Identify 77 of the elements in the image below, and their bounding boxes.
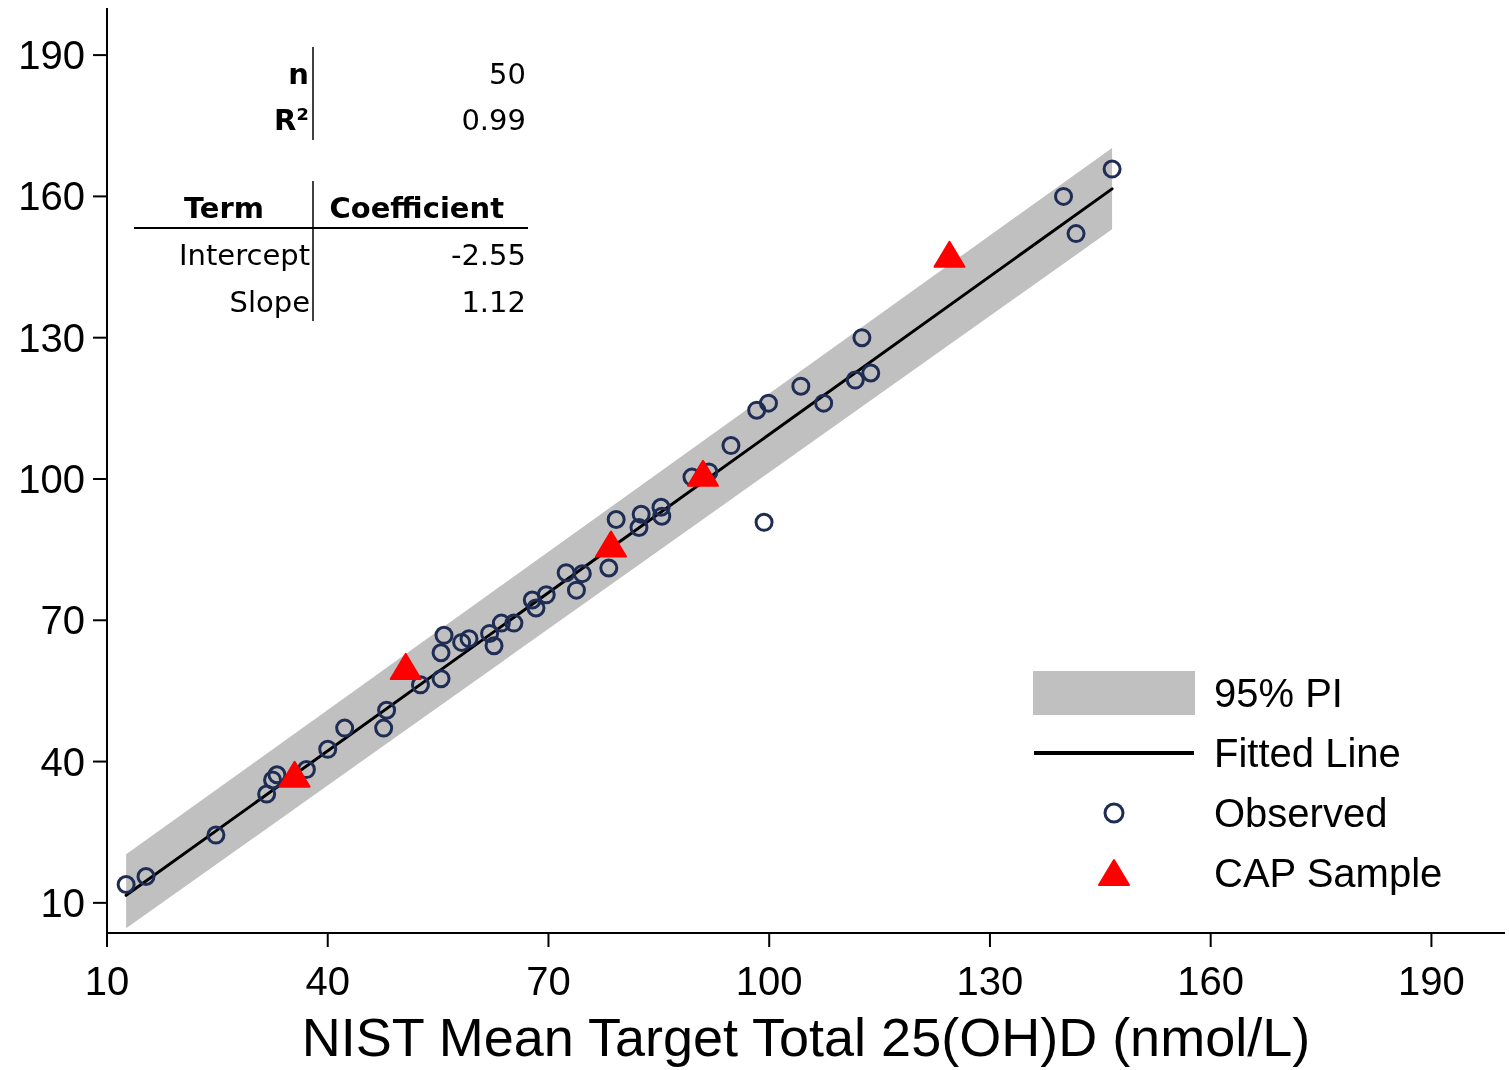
point	[721, 436, 741, 456]
point	[631, 504, 651, 524]
point	[431, 643, 451, 663]
point	[1066, 224, 1086, 244]
point	[814, 393, 834, 413]
point	[480, 623, 500, 643]
point	[116, 874, 136, 894]
annotation: Coefficient	[329, 191, 505, 225]
point	[845, 370, 865, 390]
point	[278, 760, 311, 788]
point	[377, 700, 397, 720]
annotation: R²	[273, 103, 309, 137]
annotation: 95% PI	[1214, 671, 1343, 715]
point	[536, 585, 556, 605]
point	[522, 590, 542, 610]
point	[431, 669, 451, 689]
annotation: 50	[489, 57, 526, 91]
point	[526, 598, 546, 618]
point	[747, 400, 767, 420]
x-tick-label: 130	[956, 959, 1024, 1003]
x-tick-label: 190	[1398, 959, 1465, 1003]
point	[791, 376, 811, 396]
point	[861, 363, 881, 383]
y-tick-label: 70	[40, 598, 85, 643]
point	[318, 739, 338, 759]
annotation: n	[288, 57, 309, 91]
x-tick-label: 10	[84, 959, 130, 1003]
point	[652, 506, 672, 526]
annotation: 0.99	[461, 103, 526, 137]
annotation: Intercept	[179, 238, 310, 272]
point	[267, 765, 287, 785]
annotation: -2.55	[450, 238, 526, 272]
point	[389, 652, 422, 680]
point	[599, 558, 619, 578]
point	[484, 636, 504, 656]
point	[572, 564, 592, 584]
point	[434, 625, 454, 645]
point	[136, 866, 156, 886]
point	[629, 517, 649, 537]
legend-label: CAP Sample	[1214, 851, 1443, 895]
annotation: 1.12	[461, 285, 526, 319]
legend-label: Observed	[1214, 791, 1388, 835]
point	[257, 784, 277, 804]
y-tick-label: 160	[18, 174, 85, 219]
point	[504, 613, 524, 633]
y-tick-label: 10	[40, 880, 85, 925]
point	[651, 497, 671, 517]
point	[686, 459, 719, 487]
y-tick-label: 100	[18, 456, 85, 501]
x-tick-label: 70	[526, 959, 571, 1003]
annotation: Slope	[229, 285, 310, 319]
legend-label: Fitted Line	[1214, 731, 1401, 775]
point	[1054, 186, 1074, 206]
point	[606, 509, 626, 529]
point	[566, 580, 586, 600]
point	[556, 563, 576, 583]
point	[335, 718, 355, 738]
point	[459, 629, 479, 649]
point	[933, 240, 966, 268]
point	[595, 530, 628, 558]
point	[852, 328, 872, 348]
x-axis-title: NIST Mean Target Total 25(OH)D (nmol/L)	[301, 1007, 1311, 1067]
point	[374, 718, 394, 738]
x-tick-label: 40	[305, 959, 350, 1003]
y-tick-label: 40	[40, 739, 85, 784]
y-tick-label: 190	[18, 33, 85, 78]
point	[1102, 159, 1122, 179]
y-tick-label: 130	[18, 315, 85, 360]
point	[263, 770, 283, 790]
point	[758, 393, 778, 413]
x-tick-label: 100	[735, 959, 803, 1003]
x-tick-label: 160	[1177, 959, 1245, 1003]
point	[754, 512, 774, 532]
point	[206, 825, 226, 845]
annotation: Term	[183, 191, 265, 225]
point	[452, 632, 472, 652]
point	[491, 613, 511, 633]
